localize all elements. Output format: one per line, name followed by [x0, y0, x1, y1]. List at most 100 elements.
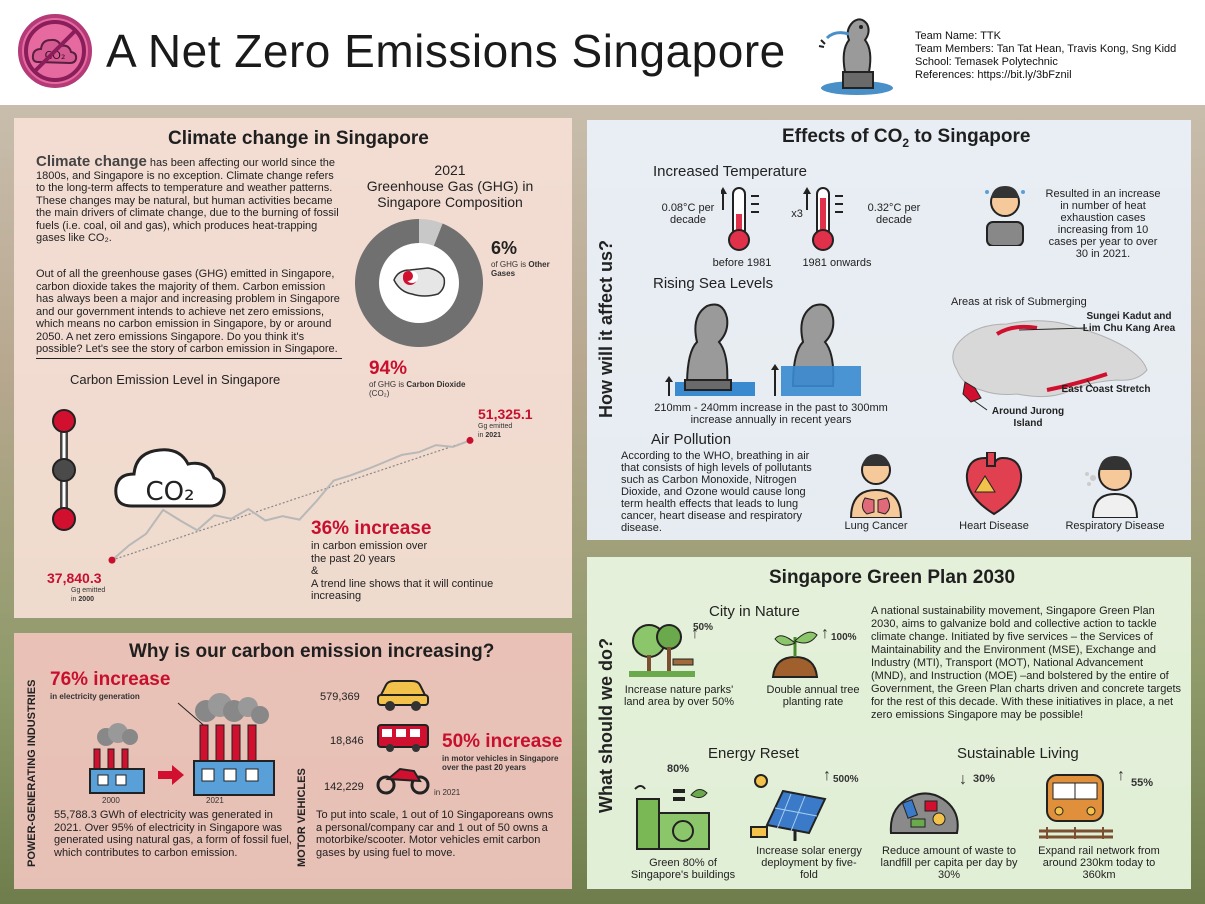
team-members: Team Members: Tan Tat Hean, Travis Kong,…: [915, 43, 1177, 55]
start-value: 37,840.3: [47, 570, 102, 586]
green-side-label: What should we do?: [596, 638, 616, 813]
team-name: Team Name: TTK: [915, 30, 1001, 42]
end-unit: Gg emitted in 2021: [478, 423, 513, 439]
divider: [36, 358, 342, 359]
risk-area-1: Sungei Kadut and Lim Chu Kang Area: [1082, 311, 1176, 334]
nature-title: City in Nature: [709, 603, 800, 620]
parks-pct: 50%: [693, 622, 714, 633]
air-title: Air Pollution: [651, 431, 732, 448]
climate-paragraph-2: Out of all the greenhouse gases (GHG) em…: [36, 268, 340, 355]
solar-panel-icon: [750, 774, 827, 841]
emission-point-2021: [466, 436, 474, 444]
climate-title: Climate change in Singapore: [168, 128, 429, 149]
other-gases-pct: 6%: [491, 238, 518, 258]
temp-times: x3: [791, 208, 803, 220]
temp-after: 0.32°C per decade: [867, 202, 921, 226]
end-value: 51,325.1: [478, 406, 533, 422]
co2-logo: CO₂: [18, 14, 92, 88]
other-gases-label: of GHG is Other Gases: [491, 260, 550, 278]
heat-exhaustion-person-icon: [985, 186, 1025, 246]
ghg-pie-chart: [355, 219, 483, 347]
year-after: 2021: [206, 796, 224, 805]
school: School: Temasek Polytechnic: [915, 56, 1058, 68]
rail-pct: 55%: [1131, 777, 1154, 789]
disease-2: Heart Disease: [959, 520, 1029, 532]
heat-text: Resulted in an increase in number of hea…: [1045, 188, 1161, 260]
green-building-icon: [634, 785, 710, 850]
solar-text: Increase solar energy deployment by five…: [756, 845, 862, 881]
climate-change-panel: Climate change in Singapore Climate chan…: [14, 118, 572, 618]
motorbike-icon: [376, 767, 430, 795]
trees-text: Double annual tree planting rate: [766, 684, 860, 708]
living-title: Sustainable Living: [957, 745, 1079, 762]
vehicle-label: MOTOR VEHICLES: [296, 768, 308, 867]
power-label: POWER-GENERATING INDUSTRIES: [26, 679, 38, 867]
risk-area-jurong: [962, 381, 982, 403]
header-bar: CO₂ A Net Zero Emissions Singapore Team …: [0, 0, 1205, 105]
merlion-icon: [665, 303, 755, 396]
trend-line: [111, 439, 471, 561]
thermometer-hot-icon: [803, 187, 843, 251]
temp-title: Increased Temperature: [653, 163, 807, 180]
co2-cloud-icon: CO₂: [114, 448, 226, 508]
rail-text: Expand rail network from around 230km to…: [1038, 845, 1160, 881]
factory-comparison: [89, 693, 275, 796]
factory-small-icon: [89, 723, 145, 794]
car-icon: [377, 680, 429, 711]
trees-pct: 100%: [831, 632, 857, 643]
page-title: A Net Zero Emissions Singapore: [106, 25, 786, 77]
train-icon: [1039, 774, 1113, 839]
svg-text:CO₂: CO₂: [145, 477, 194, 507]
bike-count: 142,229: [324, 781, 364, 793]
park-icon: [629, 624, 695, 677]
emission-point-2000: [108, 556, 116, 564]
air-text: According to the WHO, breathing in air t…: [621, 450, 812, 534]
arrow-right-icon: [158, 765, 184, 785]
arrow-up-icon-2: ↑: [821, 625, 829, 642]
line-chart-title: Carbon Emission Level in Singapore: [70, 372, 281, 387]
risk-title: Areas at risk of Submerging: [951, 296, 1087, 308]
references: References: https://bit.ly/3bFznil: [915, 69, 1072, 81]
solar-pct: 500%: [833, 774, 859, 785]
arrow-up-icon-4: ↑: [1117, 767, 1125, 784]
merlion-icon: [815, 10, 900, 98]
team-info: Team Name: TTK Team Members: Tan Tat Hea…: [915, 30, 1176, 82]
temp-before-label: before 1981: [712, 257, 772, 269]
climate-lead: Climate change: [36, 153, 147, 170]
arrow-up-icon-3: ↑: [823, 767, 831, 784]
pie-title: 2021 Greenhouse Gas (GHG) in Singapore C…: [366, 162, 534, 210]
respiratory-disease-icon: [1085, 456, 1139, 518]
effects-title: Effects of CO2 to Singapore: [782, 126, 1031, 150]
buildings-text: Green 80% of Singapore's buildings: [630, 857, 736, 881]
vehicle-text: To put into scale, 1 out of 10 Singapore…: [316, 809, 554, 859]
lung-cancer-icon: [849, 454, 903, 518]
vehicle-increase: 50% increase: [442, 731, 563, 752]
heart-disease-icon: [965, 452, 1023, 516]
risk-area-2: East Coast Stretch: [1061, 384, 1151, 395]
bus-count: 18,846: [330, 735, 364, 747]
buildings-pct: 80%: [667, 763, 690, 775]
merlion-sea-level: [665, 303, 861, 396]
risk-area-east: [1046, 372, 1108, 392]
thermometer-icon: [721, 187, 759, 251]
singapore-risk-map: [952, 320, 1148, 411]
temp-before: 0.08°C per decade: [661, 202, 715, 226]
parks-text: Increase nature parks' land area by over…: [623, 684, 735, 708]
green-plan-panel: Singapore Green Plan 2030 What should we…: [587, 557, 1191, 889]
co2-pct: 94%: [369, 358, 408, 379]
arrow-up-icon: ↑: [691, 625, 699, 642]
effects-panel: Effects of CO2 to Singapore How will it …: [587, 120, 1191, 540]
merlion-flooded-icon: [771, 303, 861, 396]
effects-side-label: How will it affect us?: [596, 239, 616, 418]
emission-series-line: [111, 439, 471, 561]
risk-area-3: Around Jurong Island: [991, 406, 1065, 429]
disease-3: Respiratory Disease: [1065, 520, 1165, 532]
why-increasing-panel: Why is our carbon emission increasing? P…: [14, 633, 572, 889]
sapling-icon: [771, 631, 819, 678]
why-title: Why is our carbon emission increasing?: [129, 641, 495, 662]
co2-label: of GHG is Carbon Dioxide (CO₂): [369, 380, 466, 398]
energy-title: Energy Reset: [708, 745, 799, 762]
vehicle-year: in 2021: [434, 788, 461, 797]
risk-area-north: [995, 324, 1038, 336]
sea-text: 210mm - 240mm increase in the past to 30…: [654, 402, 888, 426]
